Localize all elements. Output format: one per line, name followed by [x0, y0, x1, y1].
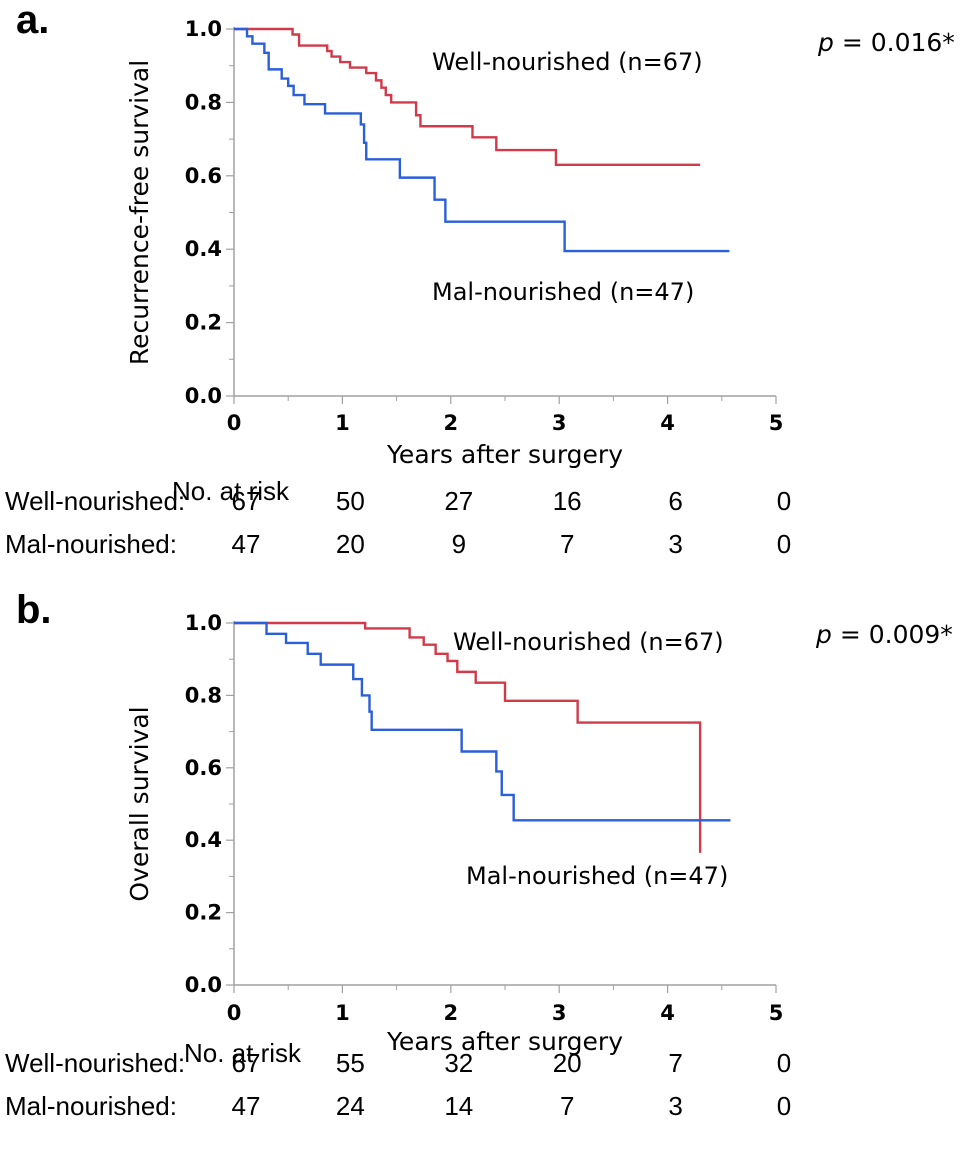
risk-cell: 7: [559, 1091, 575, 1121]
risk-cell: 0: [776, 529, 792, 559]
risk-cell: 3: [668, 529, 683, 559]
risk-cell: 14: [444, 1091, 474, 1121]
risk-cell: 50: [335, 486, 365, 516]
y-tick-label: 0.6: [185, 164, 222, 188]
risk-cell: 20: [552, 1048, 582, 1078]
y-tick-label: 0.8: [185, 90, 222, 114]
risk-cell: 20: [335, 529, 365, 559]
x-tick-label: 3: [552, 411, 567, 435]
mal-nourished-curve: [234, 621, 731, 822]
y-tick-label: 1.0: [185, 611, 222, 635]
risk-cell: 0: [776, 486, 792, 516]
risk-row-label: Mal-nourished:: [5, 529, 177, 559]
panel-b-p-value: p = 0.009*: [816, 620, 953, 649]
panel-a-risk-title: No. at risk: [172, 476, 290, 506]
y-axis-title: Recurrence-free survival: [125, 60, 154, 365]
risk-row-label: Well-nourished:: [5, 486, 186, 516]
x-tick-label: 1: [335, 1001, 350, 1025]
risk-cell: 24: [335, 1091, 365, 1121]
panel-a-p-value: p = 0.016*: [818, 28, 955, 57]
y-tick-label: 0.4: [185, 828, 222, 852]
risk-cell: 6: [668, 486, 683, 516]
risk-row-label: Mal-nourished:: [5, 1091, 177, 1121]
risk-row-label: Well-nourished:: [5, 1048, 186, 1078]
x-tick-label: 3: [552, 1001, 567, 1025]
x-tick-label: 4: [660, 1001, 675, 1025]
risk-cell: 7: [559, 529, 575, 559]
x-tick-label: 4: [660, 411, 675, 435]
risk-cell: 0: [776, 1091, 792, 1121]
legend-well-nourished: Well-nourished (n=67): [453, 628, 724, 656]
well-nourished-curve: [234, 621, 702, 853]
panel-b-label: b.: [16, 588, 52, 632]
panel-b-risk-title: No. at risk: [184, 1038, 302, 1068]
p-symbol: p: [816, 620, 832, 649]
risk-cell: 47: [231, 1091, 261, 1121]
p-value-text: = 0.009*: [831, 620, 953, 649]
y-tick-label: 0.6: [185, 756, 222, 780]
y-tick-label: 0.4: [185, 237, 222, 261]
x-tick-label: 1: [335, 411, 350, 435]
risk-cell: 47: [231, 529, 261, 559]
p-symbol: p: [818, 28, 834, 57]
risk-cell: 0: [776, 1048, 792, 1078]
x-tick-label: 0: [227, 411, 242, 435]
y-tick-label: 0.2: [185, 311, 222, 335]
risk-cell: 32: [444, 1048, 474, 1078]
risk-cell: 27: [444, 486, 474, 516]
x-axis-title: Years after surgery: [386, 440, 623, 469]
y-axis-title: Overall survival: [125, 706, 154, 901]
legend-well-nourished: Well-nourished (n=67): [432, 48, 703, 76]
x-tick-label: 2: [443, 1001, 458, 1025]
x-axis-title: Years after surgery: [386, 1027, 623, 1056]
y-tick-label: 0.0: [185, 973, 222, 997]
risk-cell: 67: [231, 486, 261, 516]
x-tick-label: 5: [769, 411, 784, 435]
y-tick-label: 0.8: [185, 683, 222, 707]
well-nourished-curve: [234, 27, 701, 166]
legend-mal-nourished: Mal-nourished (n=47): [466, 862, 728, 890]
x-tick-label: 0: [227, 1001, 242, 1025]
risk-cell: 16: [552, 486, 582, 516]
legend-mal-nourished: Mal-nourished (n=47): [432, 278, 694, 306]
p-value-text: = 0.016*: [833, 28, 955, 57]
panel-a-label: a.: [16, 0, 50, 42]
y-tick-label: 0.0: [185, 384, 222, 408]
x-tick-label: 2: [443, 411, 458, 435]
risk-cell: 67: [231, 1048, 261, 1078]
y-tick-label: 1.0: [185, 17, 222, 41]
mal-nourished-curve: [234, 27, 730, 253]
risk-cell: 9: [451, 529, 467, 559]
risk-cell: 55: [335, 1048, 365, 1078]
risk-cell: 3: [668, 1091, 683, 1121]
y-tick-label: 0.2: [185, 901, 222, 925]
risk-cell: 7: [668, 1048, 683, 1078]
x-tick-label: 5: [769, 1001, 784, 1025]
